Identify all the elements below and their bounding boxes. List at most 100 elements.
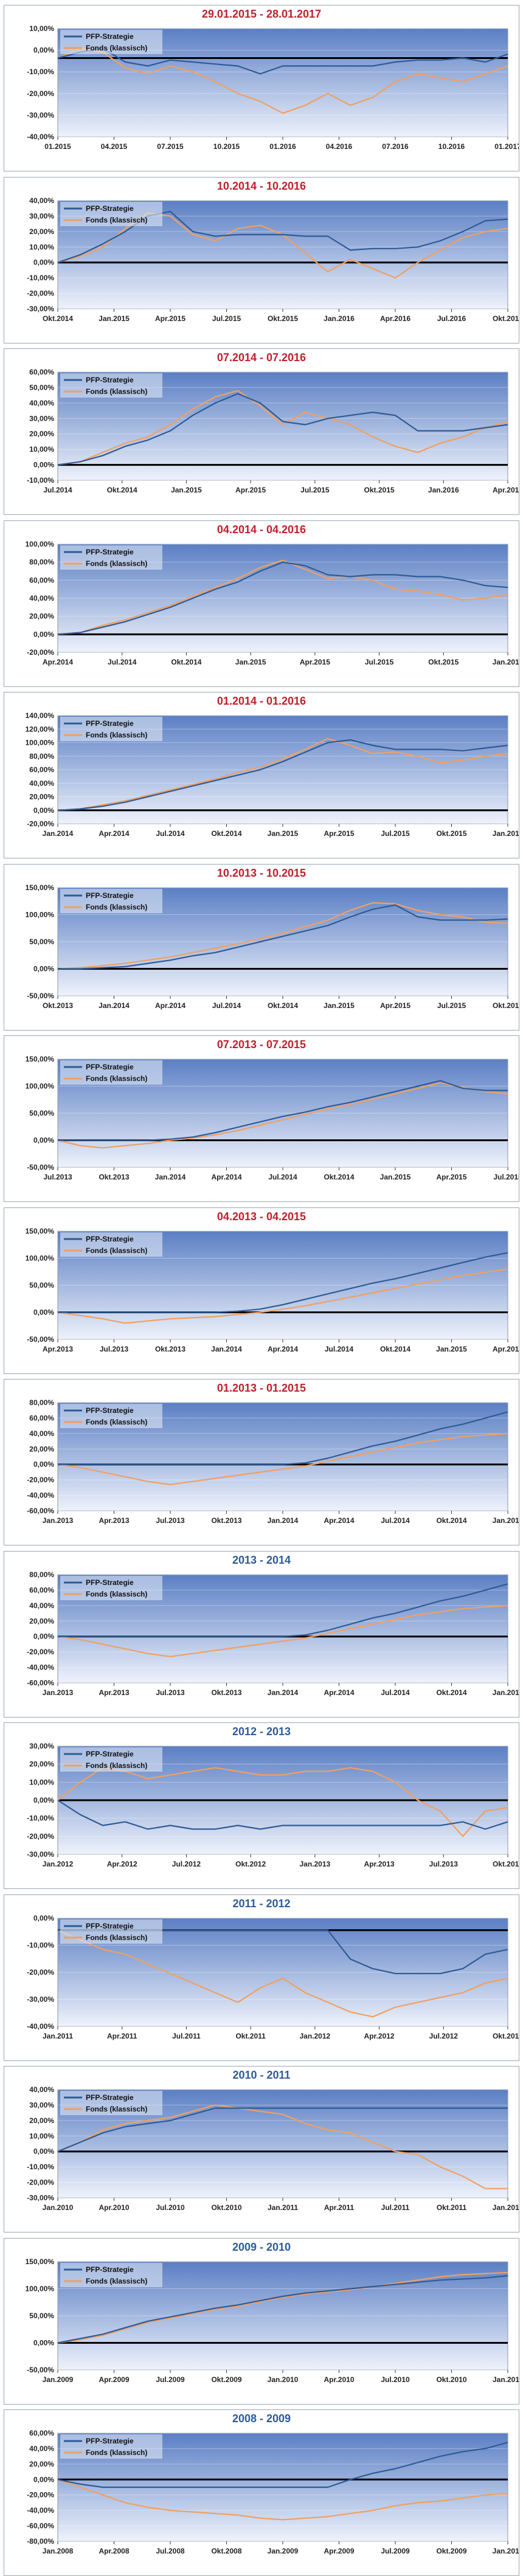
y-tick-label: 20,00% bbox=[29, 793, 54, 801]
x-tick-label: Okt.2013 bbox=[211, 1688, 241, 1697]
series-line-fund bbox=[57, 47, 508, 114]
x-tick-label: Apr.2012 bbox=[364, 2032, 395, 2040]
y-tick-label: 60,00% bbox=[29, 368, 54, 376]
series-line-strategy bbox=[57, 1800, 508, 1830]
x-tick-label: 01.2015 bbox=[44, 142, 71, 151]
legend: PFP-Strategie Fonds (klassisch) bbox=[60, 1575, 162, 1600]
y-tick-label: 10,00% bbox=[29, 1778, 54, 1786]
chart-panel: 01.2014 - 01.2016 140,00% 120,00% 100,00% 80… bbox=[4, 692, 519, 858]
x-tick-label: Jan.2015 bbox=[99, 314, 130, 323]
x-tick-label: Jul.2009 bbox=[156, 2375, 185, 2384]
x-tick-label: Jan.2014 bbox=[43, 829, 74, 838]
series-line-strategy bbox=[58, 1080, 508, 1141]
x-tick-label: Jan.2016 bbox=[493, 658, 519, 666]
x-tick-label: Apr.2014 bbox=[99, 829, 129, 838]
x-tick-label: Apr.2008 bbox=[99, 2547, 129, 2555]
x-tick-label: Okt.2015 bbox=[364, 486, 395, 494]
x-tick-label: Jul.2011 bbox=[172, 2032, 201, 2040]
chart-title: 01.2013 - 01.2015 bbox=[216, 1382, 307, 1394]
legend-box bbox=[60, 1919, 162, 1944]
legend-label-fund: Fonds (klassisch) bbox=[86, 44, 147, 52]
chart-title: 07.2013 - 07.2015 bbox=[216, 1038, 307, 1051]
y-tick-label: 40,00% bbox=[29, 196, 54, 205]
x-tick-label: Jan.2013 bbox=[43, 1688, 74, 1697]
y-tick-label: 50,00% bbox=[29, 2312, 54, 2320]
x-tick-label: Jul.2014 bbox=[43, 486, 72, 494]
x-tick-label: Apr.2014 bbox=[324, 1688, 354, 1697]
legend-label-strategy: PFP-Strategie bbox=[86, 32, 134, 41]
x-tick-label: Jul.2012 bbox=[172, 1860, 201, 1868]
chart-title: 2011 - 2012 bbox=[232, 1897, 291, 1910]
x-tick-label: Jan.2013 bbox=[299, 1860, 330, 1868]
legend-box bbox=[60, 1404, 162, 1428]
series-line-strategy bbox=[58, 1252, 508, 1313]
x-tick-label: Jan.2016 bbox=[428, 486, 459, 494]
legend-box bbox=[60, 2262, 162, 2287]
y-tick-label: -40,00% bbox=[27, 2022, 54, 2031]
y-tick-label: -30,00% bbox=[27, 1995, 54, 2003]
chart-title: 07.2014 - 07.2016 bbox=[216, 351, 307, 364]
x-tick-label: Jan.2014 bbox=[211, 1345, 242, 1353]
x-tick-label: Apr.2009 bbox=[324, 2547, 354, 2555]
x-tick-label: Jan.2010 bbox=[43, 2203, 74, 2212]
y-tick-label: -60,00% bbox=[27, 1507, 54, 1515]
legend: PFP-Strategie Fonds (klassisch) bbox=[60, 1747, 162, 1772]
x-tick-label: Jul.2013 bbox=[156, 1688, 185, 1697]
series-line-fund bbox=[57, 390, 508, 466]
legend-box bbox=[60, 1232, 162, 1257]
series-line-fund bbox=[57, 1082, 508, 1149]
x-tick-label: Apr.2012 bbox=[107, 1860, 137, 1868]
x-tick-label: Jul.2014 bbox=[108, 658, 137, 666]
y-tick-label: 0,00% bbox=[33, 1796, 54, 1804]
y-tick-label: 60,00% bbox=[29, 1414, 54, 1422]
y-tick-label: 80,00% bbox=[29, 558, 54, 566]
legend-label-strategy: PFP-Strategie bbox=[86, 719, 134, 728]
legend-label-strategy: PFP-Strategie bbox=[86, 1235, 134, 1243]
x-tick-label: Jul.2015 bbox=[493, 1173, 519, 1181]
x-tick-label: Okt.2013 bbox=[211, 1516, 241, 1525]
y-tick-label: 60,00% bbox=[29, 1586, 54, 1594]
y-tick-label: 100,00% bbox=[26, 1254, 55, 1262]
series-line-strategy bbox=[57, 393, 508, 466]
x-tick-label: Apr.2014 bbox=[324, 1516, 354, 1525]
chart-title: 04.2014 - 04.2016 bbox=[216, 523, 307, 536]
chart-title: 10.2013 - 10.2015 bbox=[216, 866, 307, 879]
line-chart: 60,00% 40,00% 20,00% 0,00% -20,00% -40,00% -60… bbox=[27, 2429, 519, 2555]
y-tick-label: -40,00% bbox=[27, 1663, 54, 1671]
x-tick-label: 01.2016 bbox=[269, 142, 296, 151]
x-tick-label: Jan.2015 bbox=[324, 1001, 355, 1010]
x-tick-label: Apr.2015 bbox=[380, 1001, 410, 1010]
legend-label-fund: Fonds (klassisch) bbox=[86, 387, 147, 396]
x-tick-label: Jan.2015 bbox=[268, 829, 299, 838]
x-tick-label: Okt.2013 bbox=[99, 1173, 129, 1181]
y-tick-label: 50,00% bbox=[29, 383, 54, 392]
x-tick-label: Apr.2010 bbox=[99, 2203, 129, 2212]
y-tick-label: 0,00% bbox=[33, 1914, 54, 1922]
x-tick-label: Jan.2009 bbox=[268, 2547, 299, 2555]
y-tick-label: -50,00% bbox=[27, 2366, 54, 2374]
x-tick-label: Apr.2015 bbox=[235, 486, 266, 494]
y-tick-label: 60,00% bbox=[29, 2429, 54, 2437]
y-tick-label: 100,00% bbox=[26, 2284, 55, 2293]
y-tick-label: 40,00% bbox=[29, 399, 54, 407]
y-tick-label: 0,00% bbox=[33, 630, 54, 638]
y-tick-label: -30,00% bbox=[27, 1850, 54, 1859]
y-tick-label: 20,00% bbox=[29, 2116, 54, 2125]
y-tick-label: 120,00% bbox=[26, 725, 55, 733]
series-line-fund bbox=[57, 902, 508, 970]
chart-title: 29.01.2015 - 28.01.2017 bbox=[201, 8, 322, 20]
x-tick-label: Jul.2016 bbox=[437, 314, 466, 323]
x-tick-label: Okt.2014 bbox=[436, 1516, 466, 1525]
chart-panel: 2011 - 2012 0,00% -10,00% -20,00% -30,00% -40… bbox=[4, 1894, 519, 2061]
y-tick-label: -30,00% bbox=[27, 111, 54, 119]
series-line-strategy bbox=[58, 1411, 508, 1465]
legend-label-strategy: PFP-Strategie bbox=[86, 1922, 134, 1930]
y-tick-label: 40,00% bbox=[29, 779, 54, 787]
chart-title: 04.2013 - 04.2015 bbox=[216, 1210, 307, 1223]
x-tick-label: Jan.2015 bbox=[493, 1516, 519, 1525]
x-tick-label: Okt.2015 bbox=[428, 658, 459, 666]
chart-panel: 10.2013 - 10.2015 150,00% 100,00% 50,00% 0,0… bbox=[4, 863, 519, 1031]
y-tick-label: -30,00% bbox=[27, 2194, 54, 2202]
y-tick-label: -40,00% bbox=[27, 1491, 54, 1500]
y-tick-label: 150,00% bbox=[26, 1227, 55, 1235]
